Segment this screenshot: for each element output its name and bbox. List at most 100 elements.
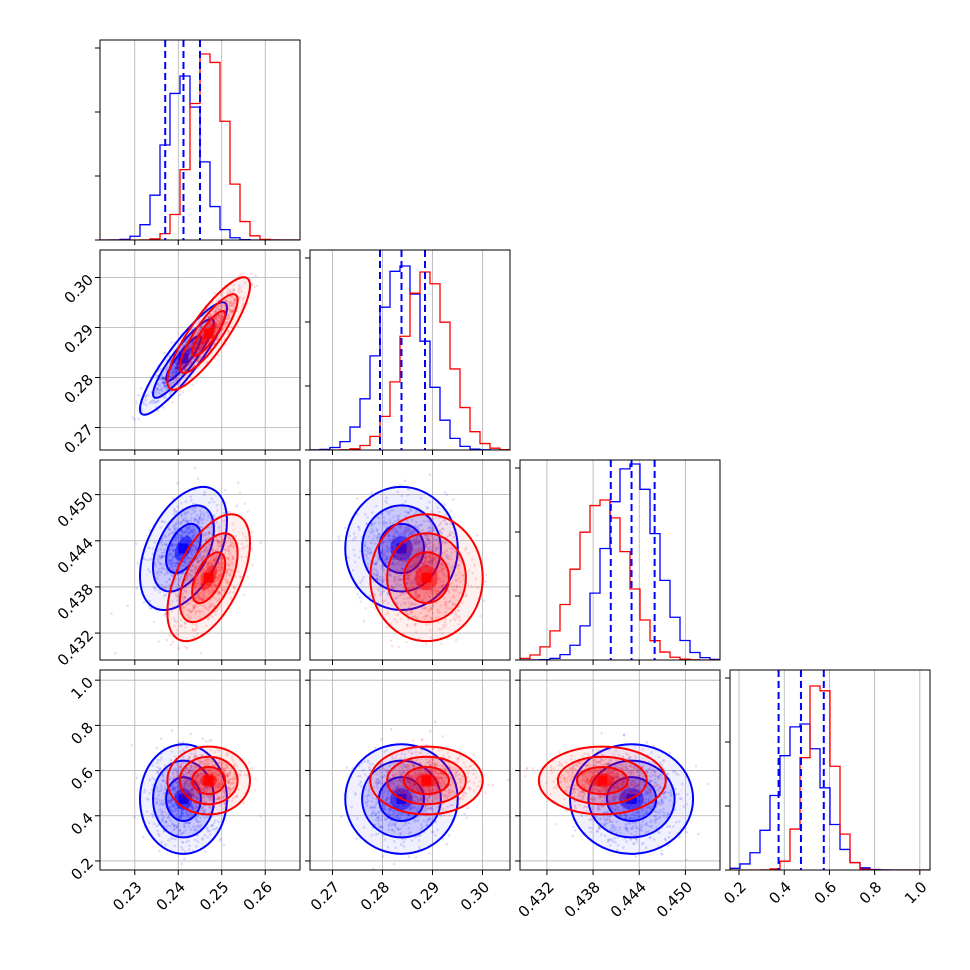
scatter-point (187, 363, 191, 367)
scatter-point (358, 596, 361, 599)
scatter-point (176, 520, 180, 524)
scatter-point (192, 603, 195, 607)
density-peak-red (203, 572, 214, 583)
scatter-point (409, 565, 413, 569)
scatter-point (187, 346, 190, 349)
scatter-point (191, 371, 195, 375)
scatter-point (466, 583, 470, 586)
scatter-point (186, 555, 189, 559)
scatter-point (425, 519, 429, 523)
scatter-point (192, 357, 195, 360)
scatter-point (411, 603, 414, 606)
scatter-point (397, 555, 401, 559)
scatter-point (188, 525, 191, 529)
scatter-point (179, 814, 182, 818)
scatter-point (195, 579, 198, 582)
scatter-point (228, 311, 232, 315)
scatter-point (417, 561, 420, 565)
scatter-point (177, 741, 181, 744)
scatter-point (223, 578, 227, 581)
scatter-point (377, 554, 380, 558)
scatter-point (184, 368, 187, 372)
scatter-point (440, 551, 444, 555)
scatter-point (143, 790, 146, 794)
scatter-point (450, 582, 453, 585)
scatter-point (363, 553, 366, 556)
scatter-point (405, 568, 409, 571)
scatter-point (169, 808, 173, 811)
scatter-point (206, 617, 209, 621)
scatter-point (210, 540, 213, 544)
scatter-point (196, 824, 200, 828)
scatter-point (190, 340, 193, 343)
scatter-point (196, 575, 200, 578)
scatter-point (232, 283, 235, 287)
scatter-point (190, 553, 193, 556)
scatter-point (207, 532, 211, 535)
scatter-point (403, 608, 406, 611)
scatter-point (191, 793, 194, 797)
scatter-point (411, 539, 415, 543)
scatter-point (430, 559, 434, 562)
scatter-point (194, 546, 198, 549)
scatter-point (443, 503, 446, 506)
scatter-point (380, 566, 383, 569)
scatter-point (182, 560, 186, 563)
scatter-point (438, 578, 441, 581)
scatter-point (409, 590, 413, 594)
scatter-point (223, 507, 227, 511)
scatter-point (228, 291, 232, 294)
scatter-point (227, 562, 230, 566)
contour-blue (152, 318, 215, 399)
scatter-point (196, 561, 200, 564)
scatter-point (455, 614, 458, 617)
scatter-point (430, 528, 434, 532)
scatter-point (440, 567, 444, 570)
scatter-point (185, 598, 189, 602)
scatter-point (217, 313, 221, 317)
scatter-point (194, 518, 197, 521)
scatter-point (170, 565, 174, 568)
scatter-point (181, 368, 185, 371)
scatter-point (388, 522, 392, 526)
scatter-point (175, 510, 178, 513)
scatter-point (421, 528, 425, 532)
scatter-point (213, 330, 217, 334)
scatter-point (203, 493, 206, 497)
scatter-point (164, 387, 168, 391)
scatter-point (219, 304, 223, 308)
scatter-point (169, 643, 173, 646)
scatter-point (355, 512, 359, 516)
scatter-point (186, 531, 190, 534)
scatter-point (425, 562, 429, 566)
scatter-point (165, 571, 169, 574)
scatter-point (192, 796, 196, 799)
scatter-point (390, 584, 394, 588)
scatter-point (202, 590, 206, 593)
scatter-point (418, 548, 422, 552)
scatter-point (439, 604, 443, 607)
scatter-point (369, 541, 372, 545)
scatter-point (160, 567, 164, 570)
scatter-point (427, 560, 431, 564)
scatter-point (375, 537, 379, 540)
scatter-point (197, 765, 200, 769)
scatter-point (183, 369, 187, 373)
scatter-point (217, 562, 220, 565)
scatter-point (441, 584, 444, 587)
scatter-point (385, 544, 388, 548)
scatter-point (218, 573, 222, 577)
scatter-point (180, 810, 184, 813)
scatter-point (414, 582, 417, 586)
scatter-point (214, 613, 217, 616)
scatter-point (413, 563, 417, 566)
scatter-point (196, 587, 199, 590)
scatter-point (370, 522, 374, 526)
scatter-point (199, 823, 203, 827)
scatter-point (190, 516, 193, 520)
scatter-point (430, 617, 434, 620)
scatter-point (233, 304, 236, 308)
scatter-point (418, 511, 422, 514)
scatter-point (147, 568, 150, 571)
scatter-point (224, 343, 227, 346)
